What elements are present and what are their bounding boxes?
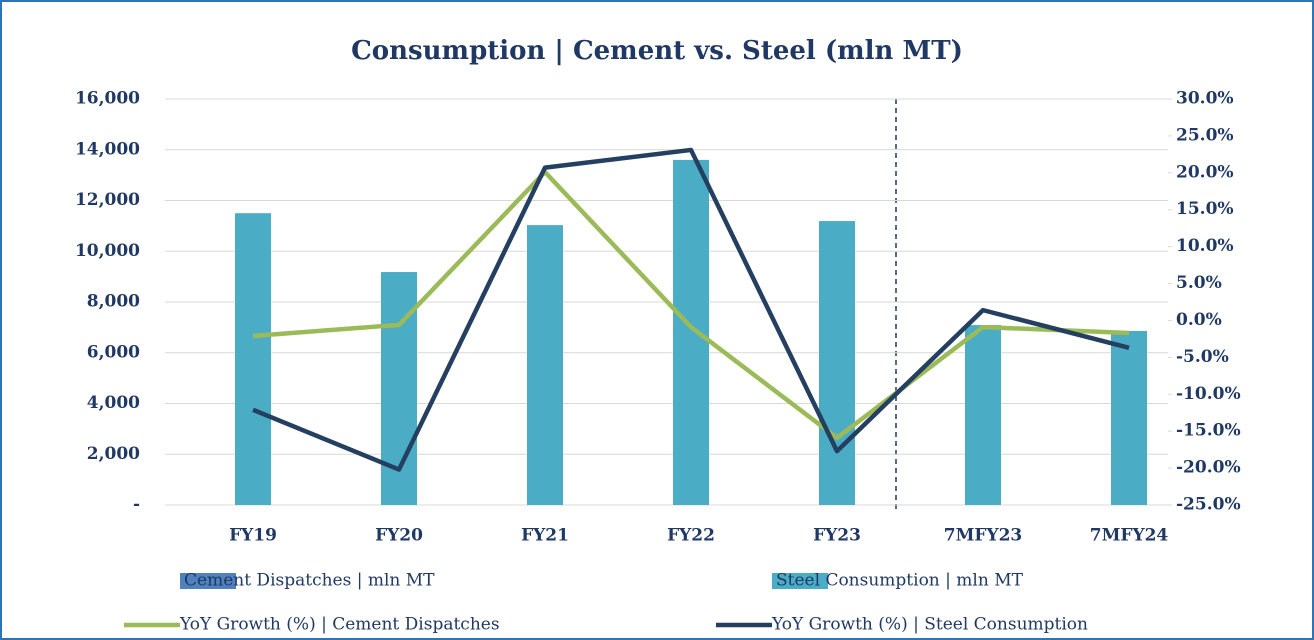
bar — [527, 225, 563, 505]
x-tick-label: FY19 — [229, 526, 277, 546]
y-tick-label: 10,000 — [75, 241, 140, 261]
x-tick-label: FY21 — [521, 526, 569, 546]
y-tick-label: 2,000 — [87, 444, 140, 464]
bar — [1111, 330, 1147, 505]
y2-tick-label: -25.0% — [1176, 495, 1241, 515]
y-tick-label: - — [133, 495, 140, 515]
chart-title: Consumption | Cement vs. Steel (mln MT) — [351, 36, 963, 66]
y2-tick-label: 25.0% — [1176, 125, 1234, 145]
line-series — [252, 169, 1130, 441]
bar — [235, 213, 271, 505]
y-tick-label: 12,000 — [75, 190, 140, 210]
y-tick-label: 16,000 — [75, 89, 140, 109]
y-tick-label: 6,000 — [87, 342, 140, 362]
bar — [965, 325, 1001, 505]
y2-tick-label: -15.0% — [1176, 421, 1241, 441]
x-tick-label: FY23 — [813, 526, 861, 546]
legend-label: Cement Dispatches | mln MT — [184, 571, 435, 591]
x-tick-label: 7MFY24 — [1090, 526, 1169, 546]
y2-tick-label: 10.0% — [1176, 236, 1234, 256]
y2-tick-label: 0.0% — [1176, 310, 1222, 330]
y2-tick-label: -10.0% — [1176, 384, 1241, 404]
y2-tick-label: 15.0% — [1176, 199, 1234, 219]
x-tick-label: 7MFY23 — [944, 526, 1023, 546]
y2-tick-label: 20.0% — [1176, 162, 1234, 182]
y2-tick-label: -5.0% — [1176, 347, 1229, 367]
x-tick-label: FY20 — [375, 526, 423, 546]
line-series — [252, 147, 1130, 472]
legend-label: Steel Consumption | mln MT — [776, 571, 1024, 591]
y-tick-label: 4,000 — [87, 393, 140, 413]
legend-label: YoY Growth (%) | Steel Consumption — [771, 615, 1088, 635]
legend-swatch — [180, 573, 236, 589]
bar — [673, 159, 709, 505]
legend-label: YoY Growth (%) | Cement Dispatches — [179, 615, 500, 635]
y2-tick-label: 30.0% — [1176, 89, 1234, 109]
y-tick-label: 14,000 — [75, 139, 140, 159]
bar — [819, 221, 855, 505]
y2-tick-label: -20.0% — [1176, 458, 1241, 478]
y-tick-label: 8,000 — [87, 292, 140, 312]
y2-tick-label: 5.0% — [1176, 273, 1222, 293]
x-tick-label: FY22 — [667, 526, 715, 546]
legend-swatch — [772, 573, 828, 589]
